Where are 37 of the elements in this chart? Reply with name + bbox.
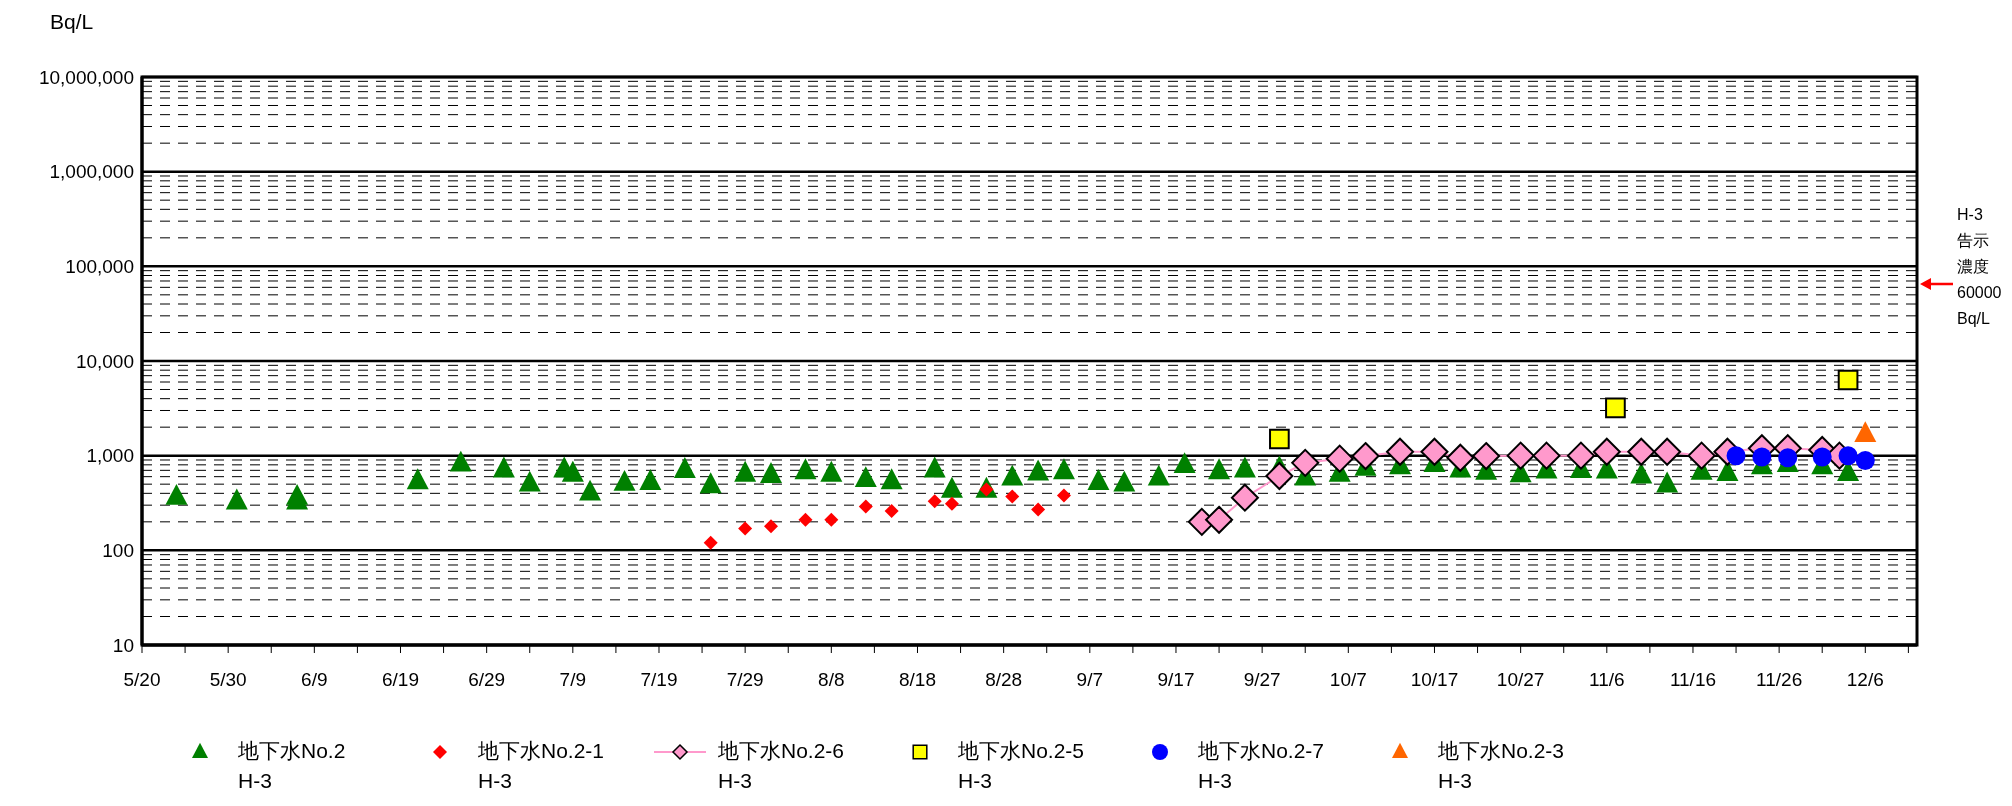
x-tick-label: 8/18 [898,669,936,691]
x-tick-label: 5/20 [123,669,161,691]
y-tick-label: 100,000 [65,256,134,278]
x-tick-label: 6/9 [301,669,328,691]
y-tick-label: 100 [102,540,134,562]
x-tick-label: 8/8 [818,669,845,691]
x-tick-label: 8/28 [985,669,1023,691]
y-tick-label: 10,000 [75,350,134,372]
x-tick-label: 9/17 [1157,669,1195,691]
x-tick-label: 10/17 [1410,669,1459,691]
x-tick-label: 11/26 [1756,669,1803,691]
x-tick-label: 6/29 [468,669,506,691]
y-axis-title: Bq/L [1957,310,1991,327]
x-tick-label: 10/27 [1496,669,1545,691]
x-tick-label: 7/9 [559,669,587,691]
x-tick-label: 11/6 [1589,669,1625,691]
y-tick-label: 1,000 [86,445,134,467]
legend-label: 地下水No.2-6 H-3 [718,738,845,794]
legend-label: 地下水No.2-5 H-3 [958,738,1085,794]
legend-label: 地下水No.2-1 H-3 [478,738,605,794]
y-tick-label: 10,000,000 [38,66,134,88]
legend-label: 地下水No.2 H-3 [238,738,346,794]
y-tick-label: 10 [112,634,134,656]
x-tick-label: 9/7 [1076,669,1104,691]
text: H-3 告示濃度 60000 [1957,206,2002,301]
text: Bq/L [50,10,94,33]
x-tick-label: 11/16 [1669,669,1717,691]
x-tick-label: 7/19 [640,669,678,691]
x-tick-label: 10/7 [1329,669,1367,691]
legend-label: 地下水No.2-7 H-3 [1198,738,1325,794]
x-tick-label: 12/6 [1846,669,1884,691]
x-tick-label: 7/29 [726,669,764,691]
y-tick-label: 1,000,000 [49,161,134,183]
x-tick-label: 9/27 [1243,669,1281,691]
x-tick-label: 5/30 [209,669,247,691]
legend-label: 地下水No.2-3 H-3 [1438,738,1565,794]
x-tick-label: 6/19 [382,669,419,691]
